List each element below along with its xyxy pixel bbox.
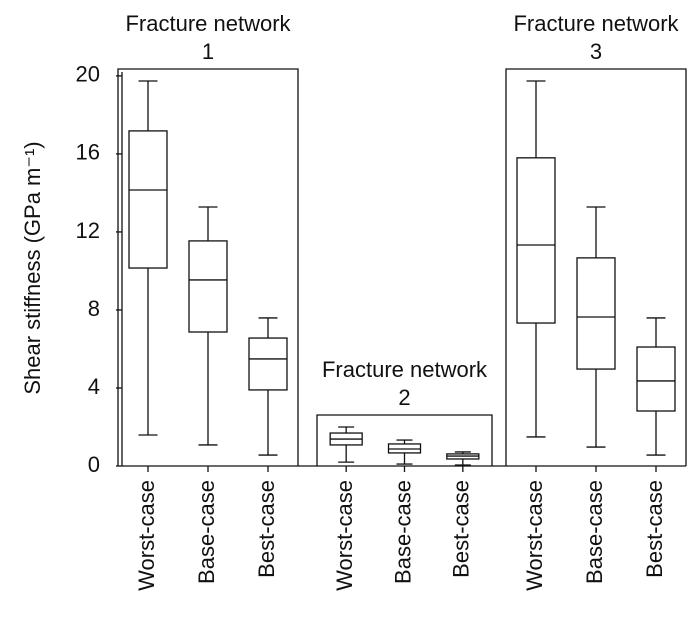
group-number: 3 — [590, 39, 602, 64]
y-axis-label: Shear stiffness (GPa m⁻¹) — [20, 141, 45, 394]
group-title: Fracture network — [322, 357, 488, 382]
x-tick-label: Best-case — [449, 480, 474, 578]
x-tick-label: Base-case — [194, 480, 219, 584]
group-frame — [505, 68, 687, 466]
x-tick-label: Best-case — [254, 480, 279, 578]
x-tick-label: Worst-case — [522, 480, 547, 591]
box — [516, 157, 556, 324]
box — [128, 130, 168, 269]
group-frame — [117, 68, 299, 466]
y-tick-label: 12 — [76, 218, 100, 243]
x-tick-label: Best-case — [642, 480, 667, 578]
y-tick-label: 0 — [88, 452, 100, 477]
y-tick-label: 20 — [76, 62, 100, 87]
x-tick-label: Base-case — [582, 480, 607, 584]
x-tick-label: Worst-case — [332, 480, 357, 591]
group-number: 1 — [202, 39, 214, 64]
box — [188, 240, 228, 333]
group-frame — [316, 414, 493, 466]
box — [576, 257, 616, 370]
y-tick-label: 4 — [88, 374, 100, 399]
group-number: 2 — [398, 385, 410, 410]
x-tick-label: Worst-case — [134, 480, 159, 591]
y-tick-label: 8 — [88, 296, 100, 321]
y-tick-label: 16 — [76, 140, 100, 165]
group-title: Fracture network — [125, 11, 291, 36]
x-tick-label: Base-case — [390, 480, 415, 584]
box — [248, 337, 288, 391]
box — [636, 346, 676, 412]
group-title: Fracture network — [513, 11, 679, 36]
